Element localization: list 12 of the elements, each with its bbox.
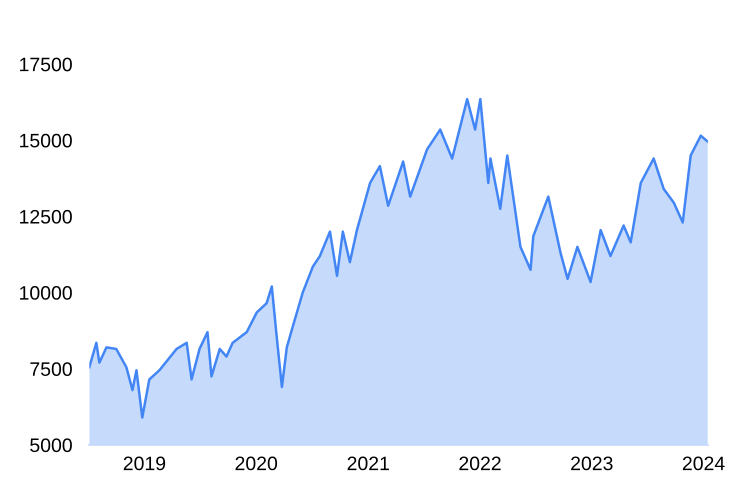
x-tick-label: 2020 (236, 456, 278, 470)
x-tick-label: 2022 (459, 456, 501, 470)
x-tick-label: 2021 (348, 456, 389, 470)
y-tick-label: 17500 (20, 58, 72, 72)
y-tick-label: 15000 (20, 134, 72, 148)
y-tick-label: 7500 (30, 362, 72, 376)
x-tick-label: 2019 (124, 456, 166, 470)
x-tick-label: 2023 (571, 456, 613, 470)
y-tick-label: 5000 (30, 438, 72, 452)
x-tick-label: 2024 (682, 456, 725, 470)
y-tick-label: 12500 (20, 210, 72, 224)
y-tick-label: 10000 (20, 286, 72, 300)
